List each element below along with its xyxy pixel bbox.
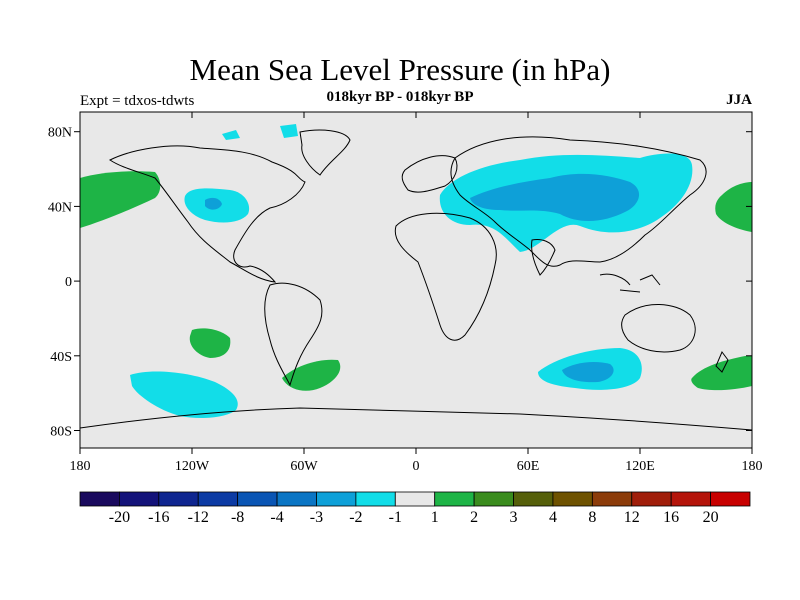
lon-tick-label: 0: [413, 459, 420, 474]
nw-pacific-high: [715, 182, 752, 232]
colorbar-label: 16: [663, 509, 679, 526]
south-pacific-low: [130, 371, 238, 418]
colorbar-swatch: [631, 491, 672, 507]
lat-tick-label: 0: [65, 275, 72, 290]
lon-tick-label: 180: [742, 459, 763, 474]
lon-tick-label: 60E: [517, 459, 540, 474]
colorbar-swatch: [513, 491, 554, 507]
colorbar-swatch: [119, 491, 160, 507]
colorbar-swatch: [552, 491, 593, 507]
colorbar-label: 3: [510, 509, 518, 526]
colorbar-label: 20: [703, 509, 719, 526]
colorbar-swatch: [316, 491, 357, 507]
colorbar-swatch: [197, 491, 239, 507]
lon-tick-label: 60W: [290, 459, 318, 474]
colorbar-label: -4: [270, 509, 283, 526]
central-asia-core: [470, 173, 640, 221]
chart-subtitle: 018kyr BP - 018kyr BP: [326, 89, 474, 105]
colorbar-label: 2: [470, 509, 478, 526]
colorbar-label: 1: [431, 509, 439, 526]
colorbar-swatch: [158, 491, 199, 507]
colorbar-swatch: [591, 491, 633, 507]
colorbar-label: 8: [588, 509, 596, 526]
colorbar-swatch: [710, 491, 751, 507]
lon-tick-label: 120W: [175, 459, 210, 474]
coastlines: [80, 129, 752, 431]
colorbar-swatch: [473, 491, 514, 507]
experiment-label: Expt = tdxos-tdwts: [80, 93, 195, 109]
colorbar-swatch: [79, 491, 120, 507]
colorbar-label: -20: [109, 509, 130, 526]
colorbar-swatch: [237, 491, 278, 507]
season-label: JJA: [726, 92, 752, 108]
colorbar-swatch: [355, 491, 396, 507]
colorbar-swatch: [670, 491, 711, 507]
lat-tick-label: 80S: [50, 425, 72, 440]
ne-pacific-high: [80, 171, 161, 228]
chart-title: Mean Sea Level Pressure (in hPa): [189, 52, 611, 87]
colorbar-swatch: [394, 491, 436, 507]
colorbar-swatch: [434, 491, 475, 507]
south-indian-core: [562, 362, 614, 383]
lat-tick-label: 40N: [48, 200, 72, 215]
colorbar-swatch: [276, 491, 317, 507]
colorbar-label: 4: [549, 509, 557, 526]
colorbar-label: -1: [389, 509, 402, 526]
colorbar-label: 12: [624, 509, 640, 526]
axis-ticks: 180 120W 60W 0 60E 120E 180 80N 40N 0 40S 80S: [48, 112, 763, 474]
tasman-high: [691, 356, 752, 391]
se-pacific-high: [189, 328, 231, 358]
colorbar-label: -12: [188, 509, 209, 526]
lon-tick-label: 120E: [625, 459, 655, 474]
south-atlantic-high: [282, 359, 341, 391]
north-america-core: [205, 197, 222, 210]
colorbar-label: -8: [231, 509, 244, 526]
arctic-patch: [222, 124, 298, 140]
lon-tick-label: 180: [70, 459, 91, 474]
lat-tick-label: 80N: [48, 126, 72, 141]
colorbar-label: -2: [349, 509, 362, 526]
colorbar: -20 -16 -12 -8 -4 -3 -2 -1 1 2 3 4 8 12 16 20: [79, 491, 751, 526]
colorbar-label: -16: [148, 509, 169, 526]
lat-tick-label: 40S: [50, 350, 72, 365]
colorbar-label: -3: [310, 509, 323, 526]
